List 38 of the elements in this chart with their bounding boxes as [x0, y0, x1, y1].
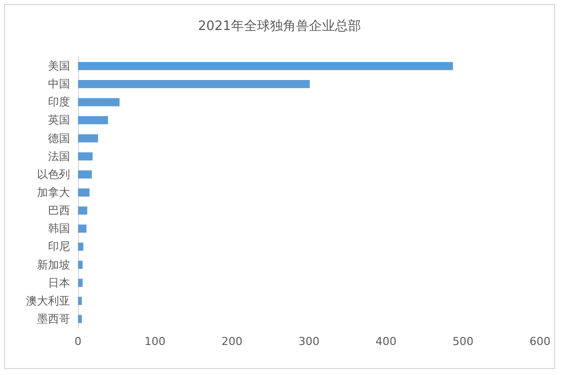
bar: [78, 116, 108, 124]
y-tick-label: 中国: [48, 78, 70, 91]
bar: [78, 206, 88, 215]
y-tick-label: 加拿大: [37, 186, 70, 199]
bar: [78, 152, 93, 160]
x-tick-label: 500: [452, 335, 474, 348]
bar: [78, 62, 453, 70]
x-tick-label: 300: [298, 335, 320, 348]
bar: [78, 80, 310, 88]
y-tick-label: 新加坡: [37, 258, 70, 272]
chart-title: 2021年全球独角兽企业总部: [198, 19, 362, 34]
x-tick-label: 400: [376, 335, 396, 348]
y-tick-label: 日本: [48, 276, 70, 290]
bar: [78, 224, 86, 233]
bar: [78, 260, 83, 269]
bar: [78, 314, 82, 324]
y-tick-label: 韩国: [48, 222, 70, 236]
y-tick-label: 印度: [48, 96, 70, 109]
y-tick-label: 英国: [48, 114, 70, 127]
bar: [78, 188, 90, 197]
y-tick-label: 澳大利亚: [26, 294, 70, 308]
x-tick-label: 600: [530, 335, 550, 348]
bar: [78, 170, 92, 178]
y-tick-label: 印尼: [48, 240, 70, 254]
x-tick-label: 0: [74, 335, 82, 348]
bar: [78, 242, 84, 251]
bar: [78, 296, 82, 305]
y-tick-label: 墨西哥: [37, 312, 70, 326]
x-tick-label: 100: [144, 335, 166, 348]
y-tick-label: 法国: [48, 150, 70, 163]
y-tick-label: 以色列: [37, 168, 70, 181]
bar: [78, 98, 120, 106]
y-tick-label: 巴西: [48, 204, 70, 218]
y-tick-label: 德国: [48, 132, 70, 145]
bar: [78, 134, 98, 142]
y-tick-label: 美国: [48, 60, 70, 73]
x-tick-label: 200: [222, 335, 242, 348]
bar: [78, 278, 83, 287]
